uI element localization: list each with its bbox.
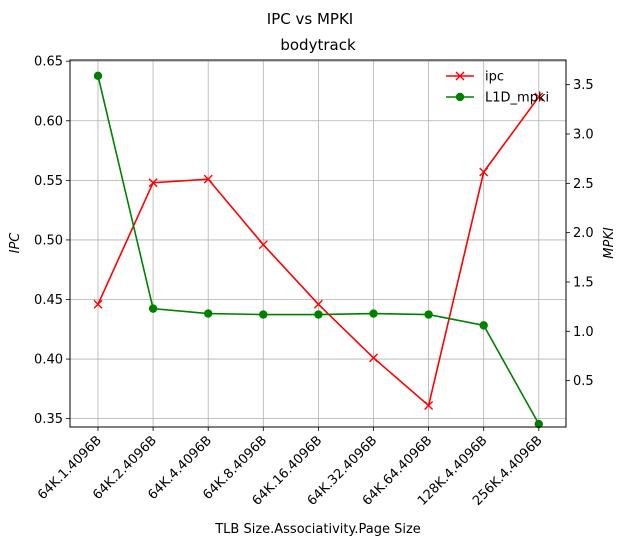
data-point-ipc bbox=[313, 299, 323, 309]
y-tick-label-right: 0.5 bbox=[573, 374, 594, 389]
y-tick-label-left: 0.50 bbox=[34, 233, 63, 248]
marker-stroke bbox=[424, 401, 434, 411]
data-point-l1d-mpki bbox=[148, 304, 158, 313]
legend-label-ipc: ipc bbox=[485, 70, 504, 85]
data-point-l1d-mpki bbox=[369, 309, 378, 318]
data-point-l1d-mpki bbox=[93, 71, 103, 80]
y-tick-label-right: 2.5 bbox=[573, 177, 594, 192]
data-point-ipc bbox=[258, 240, 268, 250]
legend-marker-l1d-mpki bbox=[455, 92, 465, 102]
y-tick-label-left: 0.55 bbox=[34, 174, 63, 189]
y-tick-label-left: 0.45 bbox=[34, 293, 63, 308]
data-point-l1d-mpki bbox=[259, 310, 268, 319]
data-point-l1d-mpki bbox=[534, 419, 543, 429]
data-point-l1d-mpki bbox=[479, 321, 488, 330]
data-point-l1d-mpki bbox=[424, 310, 433, 319]
chart-subtitle: bodytrack bbox=[280, 36, 356, 54]
y-axis-label-left: IPC bbox=[8, 232, 23, 254]
legend-marker-ipc bbox=[455, 71, 465, 81]
marker-stroke bbox=[369, 353, 378, 363]
grid bbox=[70, 60, 566, 427]
chart-title: IPC vs MPKI bbox=[267, 10, 353, 28]
marker-stroke bbox=[479, 167, 489, 177]
series-layer bbox=[93, 71, 544, 429]
y-tick-label-left: 0.40 bbox=[34, 353, 63, 368]
y-tick-label-left: 0.65 bbox=[34, 55, 63, 70]
data-point-ipc bbox=[479, 167, 489, 177]
marker-stroke bbox=[258, 240, 268, 250]
y-axis-label-right: MPKI bbox=[602, 227, 617, 259]
marker-stroke bbox=[203, 174, 213, 184]
legend-label-l1d-mpki: L1D_mpki bbox=[485, 91, 549, 106]
marker-stroke bbox=[313, 299, 323, 309]
y-tick-label-right: 3.0 bbox=[573, 127, 594, 142]
data-point-ipc bbox=[369, 353, 378, 363]
y-tick-label-right: 1.0 bbox=[573, 325, 594, 340]
x-axis-label: TLB Size.Associativity.Page Size bbox=[214, 522, 421, 537]
marker-stroke bbox=[534, 92, 544, 102]
y-tick-label-right: 2.0 bbox=[573, 226, 594, 241]
y-tick-label-left: 0.35 bbox=[34, 412, 63, 427]
y-tick-label-right: 3.5 bbox=[573, 78, 594, 93]
marker-stroke bbox=[93, 299, 103, 309]
data-point-l1d-mpki bbox=[204, 309, 213, 318]
data-point-l1d-mpki bbox=[314, 310, 323, 319]
y-tick-label-left: 0.60 bbox=[34, 114, 63, 129]
legend: ipc L1D_mpki bbox=[446, 70, 549, 106]
marker-stroke bbox=[148, 178, 158, 188]
data-point-ipc bbox=[148, 178, 158, 188]
y-tick-label-right: 1.5 bbox=[573, 275, 594, 290]
axes: 64K.1.4096B64K.2.4096B64K.4.4096B64K.8.4… bbox=[34, 55, 594, 509]
data-point-ipc bbox=[203, 174, 213, 184]
data-point-ipc bbox=[93, 299, 103, 309]
data-point-ipc bbox=[424, 401, 434, 411]
data-point-ipc bbox=[534, 92, 544, 102]
